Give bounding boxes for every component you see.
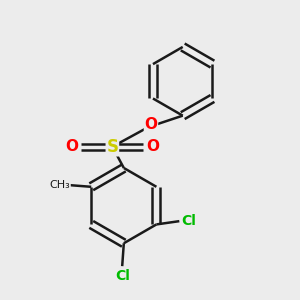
Text: O: O xyxy=(145,117,158,132)
Text: Cl: Cl xyxy=(115,269,130,283)
Text: O: O xyxy=(146,139,159,154)
Text: Cl: Cl xyxy=(182,214,196,228)
Text: O: O xyxy=(66,139,79,154)
Text: S: S xyxy=(106,138,119,156)
Text: CH₃: CH₃ xyxy=(50,180,70,190)
